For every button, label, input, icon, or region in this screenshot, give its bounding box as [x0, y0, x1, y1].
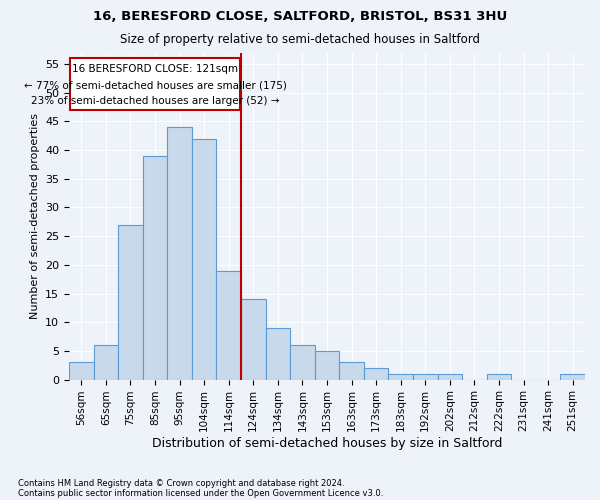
Bar — [241, 300, 266, 380]
Text: 16, BERESFORD CLOSE, SALTFORD, BRISTOL, BS31 3HU: 16, BERESFORD CLOSE, SALTFORD, BRISTOL, … — [93, 10, 507, 23]
Bar — [487, 374, 511, 380]
Bar — [413, 374, 437, 380]
Bar — [217, 270, 241, 380]
Bar — [388, 374, 413, 380]
Text: 16 BERESFORD CLOSE: 121sqm: 16 BERESFORD CLOSE: 121sqm — [72, 64, 238, 74]
Bar — [290, 345, 314, 380]
Text: ← 77% of semi-detached houses are smaller (175): ← 77% of semi-detached houses are smalle… — [23, 80, 286, 90]
FancyBboxPatch shape — [70, 58, 240, 110]
Bar — [192, 138, 217, 380]
Bar — [314, 351, 339, 380]
X-axis label: Distribution of semi-detached houses by size in Saltford: Distribution of semi-detached houses by … — [152, 437, 502, 450]
Bar — [167, 127, 192, 380]
Text: Size of property relative to semi-detached houses in Saltford: Size of property relative to semi-detach… — [120, 32, 480, 46]
Bar — [118, 224, 143, 380]
Bar — [143, 156, 167, 380]
Bar — [94, 345, 118, 380]
Bar — [339, 362, 364, 380]
Bar — [266, 328, 290, 380]
Bar — [69, 362, 94, 380]
Text: 23% of semi-detached houses are larger (52) →: 23% of semi-detached houses are larger (… — [31, 96, 279, 106]
Bar — [364, 368, 388, 380]
Text: Contains public sector information licensed under the Open Government Licence v3: Contains public sector information licen… — [18, 488, 383, 498]
Bar — [437, 374, 462, 380]
Text: Contains HM Land Registry data © Crown copyright and database right 2024.: Contains HM Land Registry data © Crown c… — [18, 478, 344, 488]
Bar — [560, 374, 585, 380]
Y-axis label: Number of semi-detached properties: Number of semi-detached properties — [29, 113, 40, 319]
